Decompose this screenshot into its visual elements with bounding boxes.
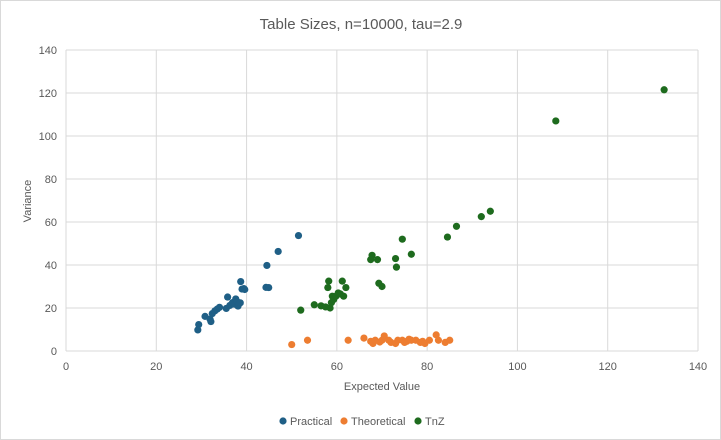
data-point-tnz bbox=[342, 283, 350, 292]
y-tick-label: 0 bbox=[51, 346, 57, 358]
data-points bbox=[194, 86, 668, 349]
data-point-practical bbox=[274, 247, 282, 256]
y-axis-title: Variance bbox=[22, 180, 34, 223]
y-tick-label: 80 bbox=[45, 174, 57, 186]
data-point-theoretical bbox=[425, 336, 433, 344]
data-point-theoretical bbox=[432, 331, 440, 339]
data-point-practical bbox=[265, 283, 273, 292]
legend-marker-tnz bbox=[414, 417, 422, 425]
gridlines bbox=[66, 49, 699, 351]
data-point-tnz bbox=[338, 277, 346, 285]
data-point-theoretical bbox=[360, 334, 368, 342]
data-point-theoretical bbox=[288, 340, 296, 349]
y-tick-label: 60 bbox=[45, 217, 57, 229]
data-point-practical bbox=[263, 261, 271, 270]
legend-label-tnz: TnZ bbox=[425, 416, 445, 428]
y-tick-label: 20 bbox=[45, 303, 57, 315]
data-point-theoretical bbox=[380, 332, 388, 340]
data-point-practical bbox=[195, 320, 203, 329]
legend-label-theoretical: Theoretical bbox=[351, 416, 405, 428]
legend-marker-theoretical bbox=[340, 417, 348, 425]
data-point-practical bbox=[207, 317, 215, 326]
x-tick-label: 20 bbox=[150, 361, 162, 373]
x-tick-label: 40 bbox=[240, 361, 252, 373]
data-point-tnz bbox=[486, 207, 494, 215]
data-point-tnz bbox=[297, 306, 305, 314]
data-point-tnz bbox=[660, 86, 668, 94]
data-point-practical bbox=[194, 326, 202, 334]
legend-label-practical: Practical bbox=[290, 416, 332, 428]
chart-title: Table Sizes, n=10000, tau=2.9 bbox=[260, 16, 463, 33]
data-point-tnz bbox=[368, 251, 376, 259]
data-point-tnz bbox=[326, 304, 334, 312]
legend-marker-practical bbox=[279, 417, 287, 425]
y-tick-label: 40 bbox=[45, 260, 57, 272]
data-point-tnz bbox=[398, 235, 406, 243]
x-tick-label: 100 bbox=[508, 361, 526, 373]
data-point-tnz bbox=[391, 254, 400, 263]
data-point-tnz bbox=[452, 222, 461, 230]
data-point-practical bbox=[224, 293, 232, 301]
x-tick-label: 0 bbox=[63, 361, 69, 373]
data-point-practical bbox=[237, 277, 245, 286]
x-tick-label: 140 bbox=[689, 361, 707, 373]
x-tick-label: 120 bbox=[599, 361, 617, 373]
data-point-tnz bbox=[477, 213, 485, 221]
data-point-tnz bbox=[310, 301, 318, 309]
x-tick-label: 60 bbox=[331, 361, 343, 373]
data-point-tnz bbox=[407, 250, 415, 258]
axes bbox=[65, 50, 698, 352]
data-point-theoretical bbox=[344, 336, 352, 344]
y-tick-label: 100 bbox=[39, 131, 57, 143]
tick-labels: 0 20 40 60 80 100 120 140 0 20 40 60 80 100 120 140 bbox=[39, 45, 708, 373]
data-point-tnz bbox=[443, 233, 452, 241]
data-point-practical bbox=[236, 299, 244, 307]
data-point-tnz bbox=[378, 282, 386, 291]
data-point-practical bbox=[294, 231, 303, 240]
y-tick-label: 140 bbox=[39, 45, 57, 57]
data-point-tnz bbox=[325, 277, 333, 285]
data-point-tnz bbox=[392, 263, 401, 271]
y-tick-label: 120 bbox=[39, 88, 57, 100]
data-point-practical bbox=[215, 303, 224, 311]
data-point-theoretical bbox=[434, 336, 443, 344]
data-point-theoretical bbox=[303, 336, 312, 344]
data-point-practical bbox=[241, 285, 249, 294]
x-tick-label: 80 bbox=[421, 361, 433, 373]
data-point-tnz bbox=[340, 292, 348, 300]
legend: Practical Theoretical TnZ bbox=[279, 416, 445, 428]
x-axis-title: Expected Value bbox=[344, 381, 420, 393]
data-point-tnz bbox=[373, 256, 382, 264]
data-point-tnz bbox=[552, 117, 560, 125]
data-point-theoretical bbox=[446, 336, 454, 344]
data-point-tnz bbox=[324, 283, 332, 292]
